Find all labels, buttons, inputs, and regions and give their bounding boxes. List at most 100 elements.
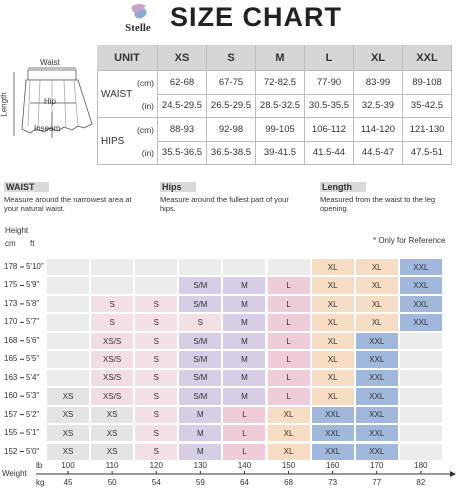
size-cell: S/M xyxy=(179,277,222,294)
definition-text: Measure around the fullest part of your … xyxy=(160,195,289,213)
lb-value: 100 xyxy=(61,461,75,470)
size-cell xyxy=(91,277,134,294)
size-cell: M xyxy=(223,295,266,313)
size-cell xyxy=(399,443,442,460)
weight-label: Weight xyxy=(2,469,27,478)
unit-cell-border xyxy=(97,118,158,165)
size-cell: XS xyxy=(91,425,134,442)
size-cell: S xyxy=(91,295,134,313)
size-cell: XS xyxy=(47,388,90,405)
size-cell: XL xyxy=(311,277,354,294)
size-cell xyxy=(399,351,442,368)
size-cell: L xyxy=(267,369,310,387)
size-cell: L xyxy=(223,406,266,424)
size-cell: XS/S xyxy=(91,351,134,368)
logo-mark xyxy=(134,8,147,19)
size-cell: XXL xyxy=(355,406,398,424)
height-ft: 5'9" xyxy=(26,280,40,290)
unit-label: (cm) xyxy=(137,124,154,135)
lb-value: 150 xyxy=(281,461,296,470)
lb-value: 130 xyxy=(193,461,208,470)
size-cell: XL xyxy=(267,406,310,424)
size-cell: L xyxy=(267,295,310,313)
size-cell: L xyxy=(267,332,310,350)
size-cell: XXL xyxy=(355,388,398,405)
size-cell: XS/S xyxy=(91,332,134,350)
table-cell: 39-41.5 xyxy=(256,141,305,165)
size-cell: M xyxy=(223,388,266,405)
diagram-label: Inseam xyxy=(34,124,61,133)
size-cell: S xyxy=(179,314,222,331)
size-cell xyxy=(179,259,222,276)
size-cell: S/M xyxy=(179,295,222,313)
size-cell: M xyxy=(179,406,222,424)
table-cell: 72-82.5 xyxy=(256,71,305,95)
size-cell: S/M xyxy=(179,332,222,350)
size-cell: L xyxy=(223,443,266,460)
size-cell: XL xyxy=(355,259,398,276)
size-cell: XXL xyxy=(355,443,398,460)
lb-value: 160 xyxy=(325,461,340,470)
table-cell: 26.5-29.5 xyxy=(207,94,256,118)
size-cell: L xyxy=(267,277,310,294)
unit-label: (in) xyxy=(141,148,154,159)
table-cell: 89-108 xyxy=(403,71,452,95)
size-cell: XL xyxy=(311,351,354,368)
reference-note: * Only for Reference xyxy=(373,236,446,245)
size-cell: XXL xyxy=(399,295,442,313)
table-cell: 62-68 xyxy=(158,71,207,95)
height-cm: 152 xyxy=(4,446,18,456)
table-cell: 32.5-39 xyxy=(354,94,403,118)
size-cell: M xyxy=(179,443,222,460)
size-cell: M xyxy=(223,277,266,294)
kg-value: 45 xyxy=(63,478,73,487)
size-cell: XL xyxy=(311,295,354,313)
size-cell: M xyxy=(223,351,266,368)
size-cell: L xyxy=(223,425,266,442)
size-cell: S xyxy=(135,369,178,387)
height-cm: 165 xyxy=(4,354,18,364)
definition-term: Length xyxy=(320,182,366,192)
table-header: M xyxy=(256,45,305,71)
size-cell: S xyxy=(135,332,178,350)
size-cell xyxy=(47,351,90,368)
row-label: HIPS xyxy=(101,136,125,147)
definition-text: Measured from the waist to the leg openi… xyxy=(320,195,436,213)
size-cell: XXL xyxy=(399,277,442,294)
height-ft: 5'2" xyxy=(26,409,40,419)
skirt-diagram xyxy=(13,67,93,138)
table-cell: 28.5-32.5 xyxy=(256,94,305,118)
height-title: Height xyxy=(5,226,29,235)
table-cell: 47.5-51 xyxy=(403,141,452,165)
table-cell: 44.5-47 xyxy=(354,141,403,165)
size-cell xyxy=(47,295,90,313)
height-ft: 5'0" xyxy=(26,446,40,456)
size-cell: S/M xyxy=(179,388,222,405)
logo: Stelle xyxy=(125,22,151,34)
size-cell xyxy=(47,314,90,331)
size-cell: XXL xyxy=(311,443,354,460)
height-cm: 155 xyxy=(4,428,18,438)
kg-value: 82 xyxy=(416,478,426,487)
size-cell xyxy=(399,425,442,442)
height-ft: 5'6" xyxy=(26,335,40,345)
page-title: SIZE CHART xyxy=(170,2,342,32)
size-cell xyxy=(91,259,134,276)
lb-value: 110 xyxy=(105,461,119,470)
size-cell: M xyxy=(223,314,266,331)
size-cell xyxy=(399,388,442,405)
unit-cell-border xyxy=(97,71,158,118)
height-cm: 173 xyxy=(4,298,18,308)
table-header: S xyxy=(207,45,256,71)
size-cell: S xyxy=(91,314,134,331)
size-cell: S xyxy=(135,425,178,442)
size-cell: XL xyxy=(311,369,354,387)
height-cm: 175 xyxy=(4,280,18,290)
kg-value: 68 xyxy=(284,478,293,487)
size-cell xyxy=(135,259,178,276)
size-cell xyxy=(135,277,178,294)
size-cell: S xyxy=(135,443,178,460)
size-cell: S xyxy=(135,388,178,405)
size-cell: XXL xyxy=(399,314,442,331)
size-cell: L xyxy=(267,388,310,405)
